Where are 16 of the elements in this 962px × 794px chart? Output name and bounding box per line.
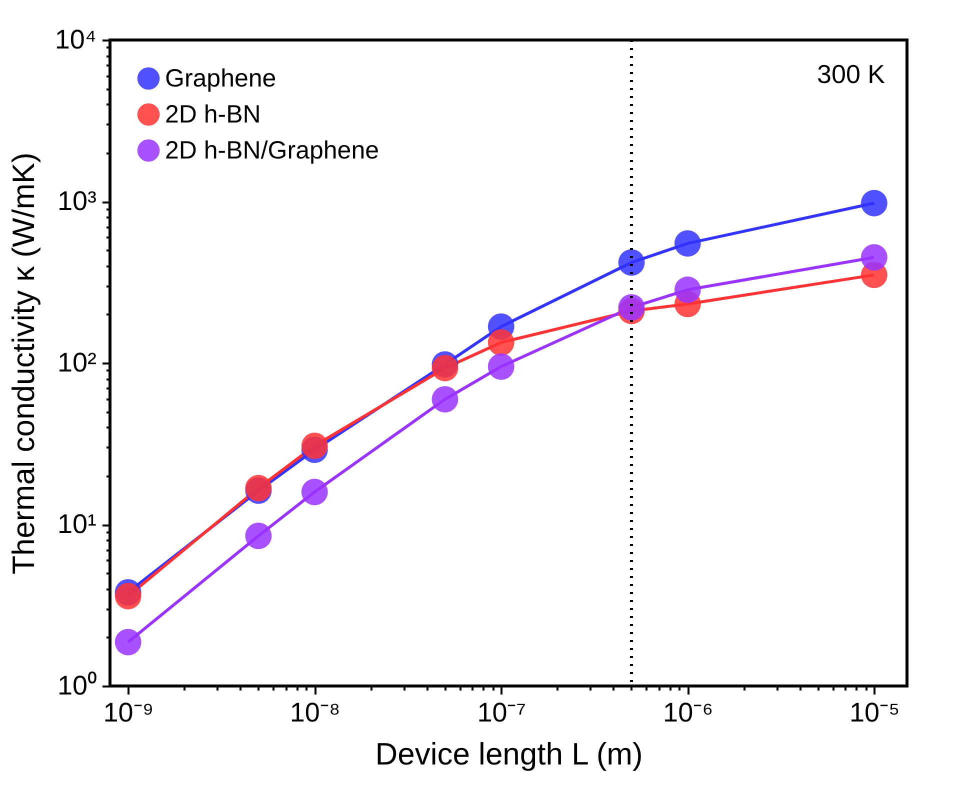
y-tick-label: 10¹ <box>57 509 96 539</box>
x-tick-label: 10⁻⁵ <box>850 698 900 728</box>
y-tick-label: 10⁰ <box>57 670 96 700</box>
legend-label: 2D h-BN <box>165 100 261 128</box>
x-tick-label: 10⁻⁸ <box>290 698 340 728</box>
y-tick-label: 10² <box>57 348 96 378</box>
x-tick-label: 10⁻⁹ <box>103 698 154 728</box>
legend-label: 2D h-BN/Graphene <box>165 136 380 164</box>
x-tick-label: 10⁻⁷ <box>477 698 526 728</box>
y-tick-label: 10³ <box>57 186 96 216</box>
legend-label: Graphene <box>165 64 276 92</box>
x-axis-title: Device length L (m) <box>375 736 643 772</box>
x-tick-label: 10⁻⁶ <box>663 698 714 728</box>
y-axis-title: Thermal conductivity κ (W/mK) <box>6 152 41 575</box>
y-tick-label: 10⁴ <box>54 24 96 54</box>
annotation: 300 K <box>817 59 886 89</box>
